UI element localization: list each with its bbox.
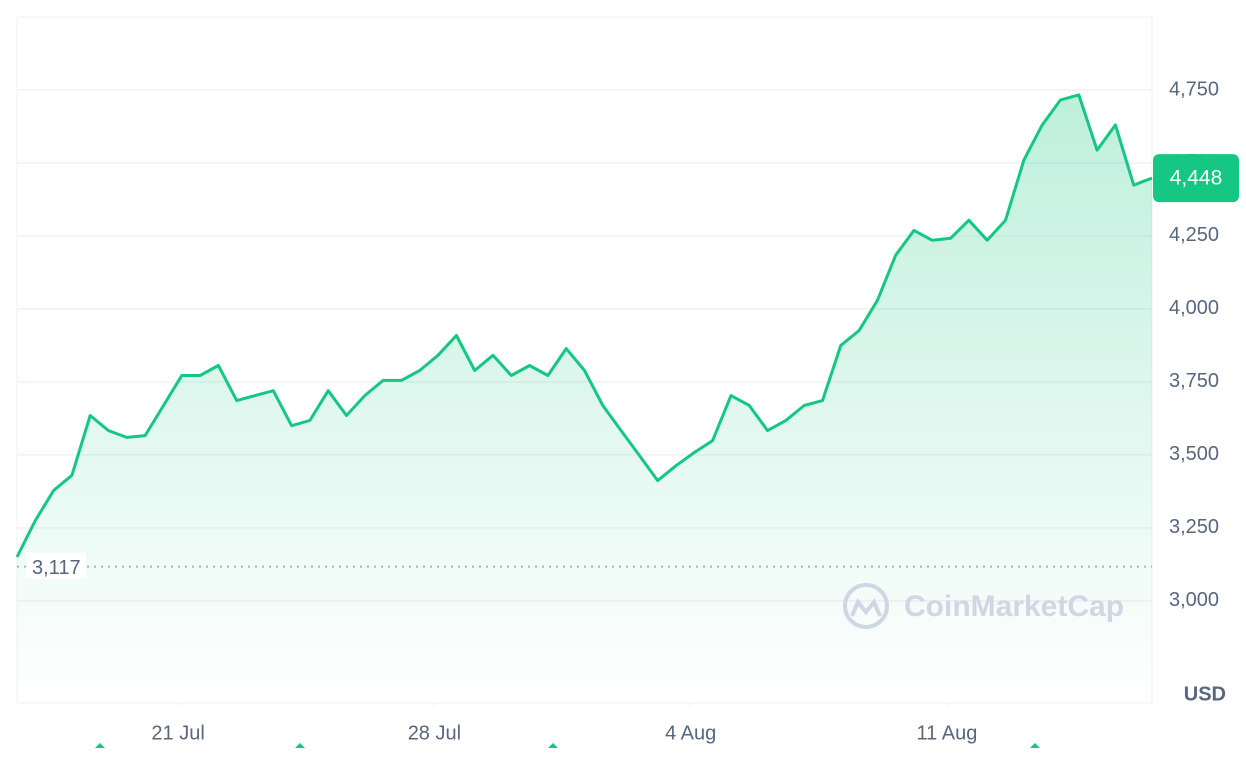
unit-label: USD	[1184, 683, 1226, 705]
y-tick-label: 4,750	[1169, 78, 1219, 100]
reference-label: 3,117	[32, 557, 81, 579]
x-tick-label: 21 Jul	[151, 722, 204, 744]
x-tick-label: 11 Aug	[917, 722, 978, 744]
y-tick-label: 3,500	[1169, 443, 1219, 465]
reference-label-bg	[26, 552, 86, 579]
y-tick-label: 3,750	[1169, 370, 1219, 392]
y-tick-label: 4,250	[1169, 224, 1219, 246]
marks: 3,117	[15, 89, 1153, 707]
x-tick-label: 28 Jul	[408, 722, 461, 744]
last-price-tag	[1153, 154, 1239, 203]
y-tick-label: 3,250	[1169, 516, 1219, 538]
last-price-label: 4,448	[1170, 167, 1223, 190]
x-tick-label: 4 Aug	[665, 722, 716, 744]
y-tick-label: 3,000	[1169, 589, 1219, 611]
event-markers	[95, 743, 1040, 748]
price-line	[15, 93, 1153, 558]
watermark: CoinMarketCap	[904, 590, 1124, 623]
y-tick-label: 4,000	[1169, 297, 1219, 319]
price-area	[17, 94, 1152, 703]
watermark-logo	[843, 583, 889, 629]
